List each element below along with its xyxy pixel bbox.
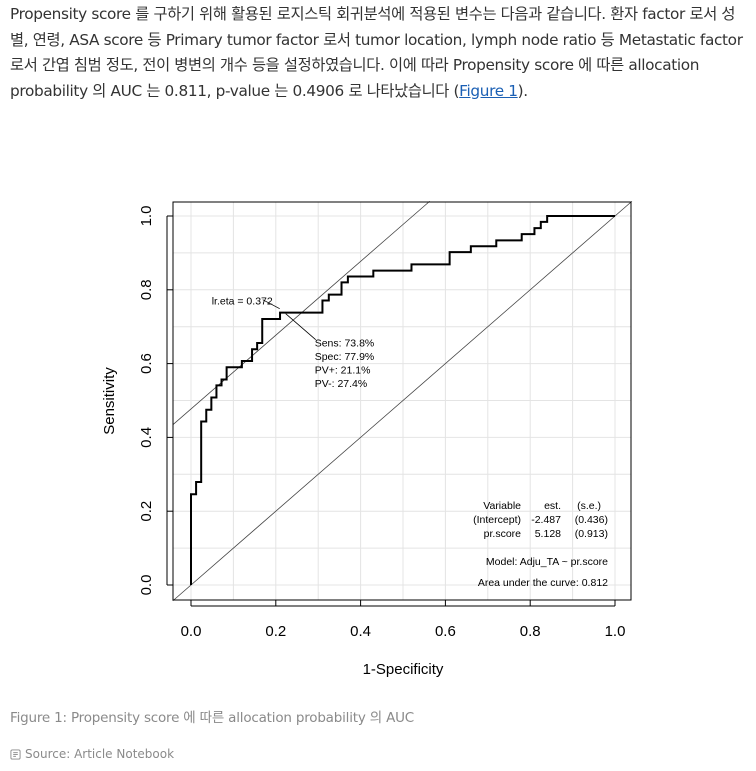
optimal-point-stat: Sens: 73.8%: [315, 338, 375, 350]
optimal-cutoff-label: lr.eta = 0.372: [212, 296, 273, 308]
plot-frame: [172, 201, 632, 601]
x-tick-label: 1.0: [605, 623, 626, 640]
table-header-cell: Variable: [483, 500, 521, 512]
model-summary: Variable est. (s.e.) (Intercept) -2.487 (0.43…: [473, 500, 608, 589]
x-tick-label: 0.8: [520, 623, 541, 640]
source-line[interactable]: Source: Article Notebook: [10, 747, 174, 761]
figure-caption: Figure 1: Propensity score 에 따른 allocati…: [10, 710, 415, 726]
optimal-point-stat: PV-: 27.4%: [315, 378, 368, 390]
notebook-icon: [10, 748, 21, 760]
table-cell: (0.436): [575, 514, 608, 526]
roc-curve-layer: [190, 215, 615, 585]
y-tick-label: 1.0: [138, 206, 155, 227]
figure-1-link[interactable]: Figure 1: [459, 81, 518, 100]
y-axis-label: Sensitivity: [101, 367, 118, 435]
roc-figure: lr.eta = 0.372 Sens: 73.8% Spec: 77.9% PV+:…: [96, 190, 656, 690]
x-axis-label: 1-Specificity: [363, 661, 444, 678]
table-header-cell: est.: [544, 500, 561, 512]
y-tick-label: 0.2: [138, 501, 155, 522]
axes: 0.0 0.2 0.4 0.6 0.8 1.0 0.0 0.2 0.4 0.6 0.8 1.0 1-Sp…: [101, 206, 625, 678]
paragraph-text: Propensity score 를 구하기 위해 활용된 로지스틱 회귀분석에…: [10, 5, 743, 100]
y-tick-label: 0.6: [138, 353, 155, 374]
roc-chart: lr.eta = 0.372 Sens: 73.8%Spec: 77.9% PV+:…: [101, 200, 633, 678]
y-tick-label: 0.0: [138, 575, 155, 596]
reference-lines: [172, 200, 633, 602]
label-leader-line: [262, 299, 280, 310]
optimal-point-stat: PV+: 21.1%: [315, 365, 371, 377]
optimal-point-annotation: lr.eta = 0.372 Sens: 73.8%Spec: 77.9% PV+:…: [212, 296, 375, 390]
x-tick-label: 0.6: [435, 623, 456, 640]
stats-leader-line: [285, 313, 316, 340]
model-formula: Model: Adju_TA ~ pr.score: [486, 556, 608, 568]
optimal-point-stat: Spec: 77.9%: [315, 351, 375, 363]
paragraph-text-end: ).: [517, 81, 528, 100]
y-tick-label: 0.8: [138, 279, 155, 300]
auc-value: Area under the curve: 0.812: [478, 577, 608, 589]
table-cell: (0.913): [575, 528, 608, 540]
article-paragraph: Propensity score 를 구하기 위해 활용된 로지스틱 회귀분석에…: [10, 2, 750, 104]
x-tick-label: 0.2: [265, 623, 286, 640]
source-label: Source: Article Notebook: [25, 747, 175, 761]
roc-curve: [190, 215, 615, 585]
table-cell: (Intercept): [473, 514, 521, 526]
table-cell: -2.487: [531, 514, 561, 526]
x-tick-label: 0.0: [181, 623, 202, 640]
table-cell: 5.128: [535, 528, 561, 540]
table-header-cell: (s.e.): [577, 500, 601, 512]
x-tick-label: 0.4: [350, 623, 371, 640]
reference-line-1: [172, 200, 633, 602]
y-tick-label: 0.4: [138, 427, 155, 448]
table-cell: pr.score: [484, 528, 522, 540]
